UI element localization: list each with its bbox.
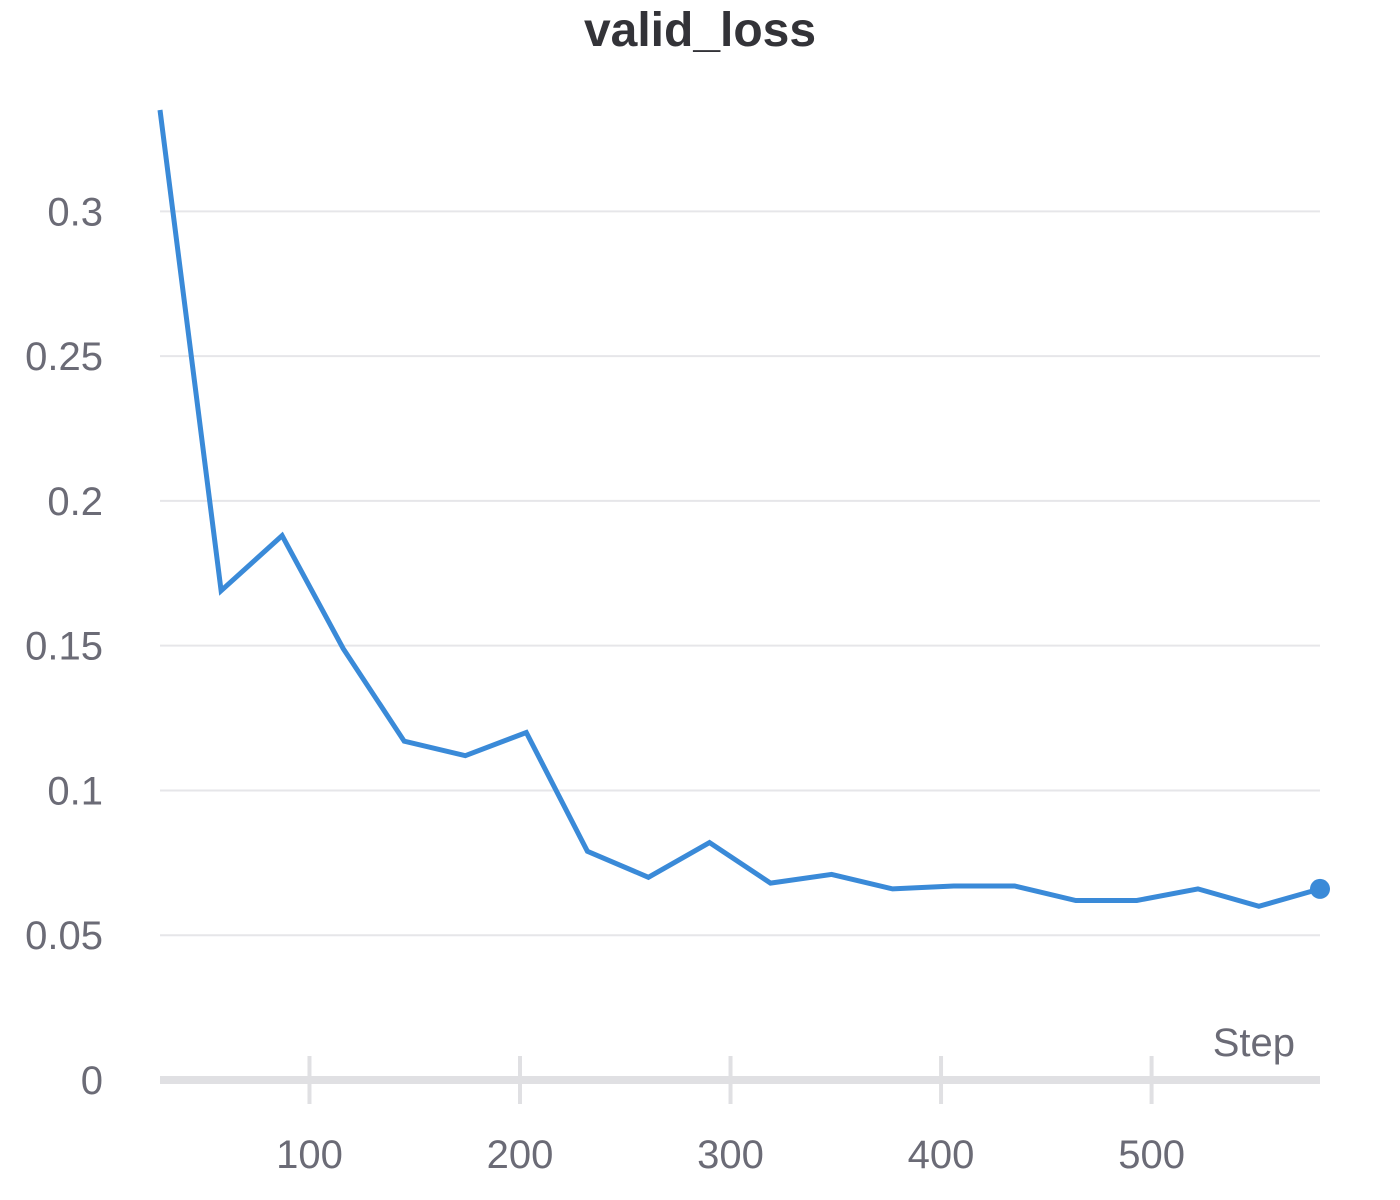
x-tick-label: 200: [487, 1133, 554, 1177]
chart-title: valid_loss: [584, 4, 816, 57]
x-axis-ticks: 100 200 300 400 500: [276, 1056, 1185, 1177]
y-tick-label: 0.25: [25, 335, 103, 379]
y-tick-label: 0.05: [25, 914, 103, 958]
x-axis-label: Step: [1213, 1021, 1295, 1065]
y-tick-label: 0.15: [25, 625, 103, 669]
y-tick-label: 0.2: [47, 480, 103, 524]
series-layer: [157, 109, 1330, 909]
series-end-point: [1310, 878, 1330, 899]
x-tick-label: 500: [1118, 1133, 1185, 1177]
series-line: [157, 109, 1321, 909]
x-tick-label: 100: [276, 1133, 343, 1177]
x-tick-label: 300: [697, 1133, 764, 1177]
y-tick-label: 0.1: [47, 769, 103, 813]
x-tick-label: 400: [908, 1133, 975, 1177]
y-tick-label: 0.3: [47, 190, 103, 234]
grid-lines: [160, 210, 1320, 937]
y-axis-ticks: 0 0.05 0.1 0.15 0.2 0.25 0.3: [25, 190, 103, 1103]
y-tick-label: 0: [81, 1059, 103, 1103]
